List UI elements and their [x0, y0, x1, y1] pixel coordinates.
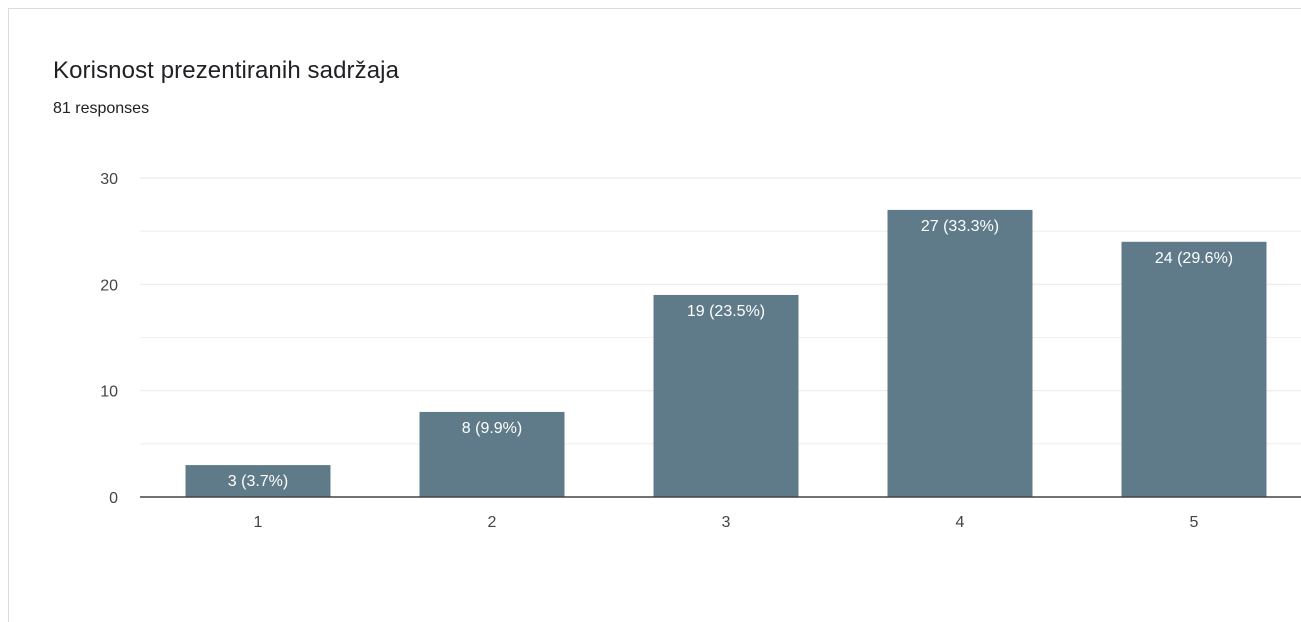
data-label: 3 (3.7%) [228, 473, 288, 490]
y-tick-label: 30 [100, 171, 118, 188]
bar-5 [1121, 241, 1267, 497]
x-tick-label: 4 [956, 514, 965, 531]
y-tick-label: 20 [100, 277, 118, 294]
y-tick-label: 0 [109, 490, 118, 507]
x-tick-label: 3 [722, 514, 731, 531]
bar-4 [887, 209, 1033, 497]
data-label: 19 (23.5%) [687, 303, 765, 320]
data-label: 8 (9.9%) [462, 420, 522, 437]
chart-title: Korisnost prezentiranih sadržaja [53, 57, 400, 84]
response-count: 81 responses [53, 100, 150, 117]
x-tick-label: 2 [488, 514, 497, 531]
bar-3 [653, 294, 799, 497]
data-label: 27 (33.3%) [921, 218, 999, 235]
bar-1 [185, 465, 331, 497]
data-label: 24 (29.6%) [1155, 250, 1233, 267]
x-tick-label: 1 [254, 514, 263, 531]
bar-2 [419, 411, 565, 497]
x-tick-label: 5 [1190, 514, 1199, 531]
y-tick-label: 10 [100, 384, 118, 401]
